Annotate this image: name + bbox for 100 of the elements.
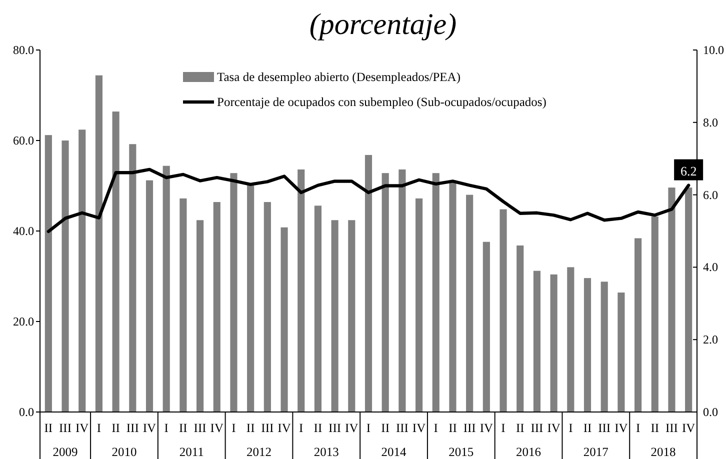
bar <box>651 216 658 412</box>
text: 2014 <box>381 445 408 459</box>
text: 2012 <box>246 445 272 459</box>
bar <box>466 194 474 412</box>
x-tick-label: I <box>164 421 168 435</box>
x-tick-label: IV <box>682 421 696 435</box>
bar <box>264 202 271 412</box>
x-tick-label: III <box>59 421 72 435</box>
bar <box>280 227 288 412</box>
y2-tick-label: 2.0 <box>703 332 718 347</box>
x-tick-label: II <box>381 421 390 435</box>
y2-tick-label: 0.0 <box>703 405 718 419</box>
bar <box>500 209 507 412</box>
x-tick-label: III <box>261 421 274 435</box>
legend-label: Porcentaje de ocupados con subempleo (Sub-ocupados/ocupados) <box>217 95 546 109</box>
x-tick-label: I <box>366 421 371 435</box>
legend-label: Tasa de desempleo abierto (Desempleados/PEA) <box>217 70 460 84</box>
bar <box>449 180 456 412</box>
bar <box>685 188 692 412</box>
bar <box>416 198 423 412</box>
data-label: 6.2 <box>680 163 697 178</box>
x-tick-label: II <box>246 421 255 435</box>
text: 2009 <box>52 445 78 459</box>
y2-tick-label: 4.0 <box>703 260 718 274</box>
x-tick-label: II <box>448 421 457 435</box>
bar <box>146 180 154 412</box>
x-tick-label: I <box>434 421 438 435</box>
x-tick-label: IV <box>76 421 89 435</box>
bar <box>230 173 238 412</box>
bar <box>600 282 608 412</box>
x-tick-label: III <box>665 421 678 435</box>
x-tick-label: IV <box>142 421 156 435</box>
bar <box>348 220 356 412</box>
bar <box>482 242 490 412</box>
bar <box>44 135 52 412</box>
x-tick-label: I <box>299 421 304 435</box>
bar <box>432 173 440 412</box>
x-tick-label: II <box>650 421 660 435</box>
bar <box>180 198 187 412</box>
y-tick-label: 40.0 <box>13 224 34 238</box>
chart-title: (porcentaje) <box>309 8 457 41</box>
x-tick-label: III <box>126 421 139 435</box>
y-tick-label: 80.0 <box>13 43 34 57</box>
x-tick-label: I <box>636 421 640 435</box>
x-tick-label: IV <box>614 421 628 435</box>
x-tick-label: III <box>598 421 611 435</box>
bar <box>95 75 102 412</box>
bar <box>567 267 574 412</box>
x-tick-label: IV <box>345 421 358 435</box>
bar <box>196 220 204 412</box>
y2-tick-label: 10.0 <box>703 43 724 57</box>
bar <box>331 220 338 412</box>
y-tick-label: 20.0 <box>13 314 34 328</box>
bar <box>247 184 254 412</box>
bar <box>533 270 540 412</box>
bar <box>213 202 220 412</box>
bar <box>634 238 642 412</box>
x-tick-label: I <box>96 421 102 435</box>
bar <box>78 130 86 412</box>
x-tick-label: II <box>44 421 53 435</box>
x-tick-label: IV <box>278 421 291 435</box>
bar <box>618 292 625 412</box>
x-tick-label: IV <box>210 421 224 435</box>
bar <box>112 112 120 412</box>
text: 2013 <box>314 445 339 459</box>
x-tick-label: III <box>396 421 408 435</box>
y2-tick-label: 6.0 <box>703 188 718 202</box>
bar <box>398 169 406 412</box>
bar <box>668 188 676 412</box>
bar <box>62 140 69 412</box>
x-tick-label: IV <box>547 421 560 435</box>
x-tick-label: IV <box>480 421 494 435</box>
text: 2018 <box>650 445 676 459</box>
bar <box>364 154 372 412</box>
text: 2015 <box>448 445 474 459</box>
x-tick-label: II <box>583 421 592 435</box>
text: 2016 <box>516 445 542 459</box>
bar <box>584 278 592 412</box>
bar <box>550 274 558 412</box>
x-tick-label: II <box>112 421 120 435</box>
bar <box>382 173 389 412</box>
x-tick-label: III <box>530 421 544 435</box>
text: 2017 <box>583 445 608 459</box>
x-tick-label: I <box>568 421 573 435</box>
y2-tick-label: 8.0 <box>703 115 718 130</box>
y-tick-label: 60.0 <box>13 134 34 148</box>
text: 2010 <box>112 445 137 459</box>
bar <box>129 144 136 412</box>
text: 2011 <box>179 445 204 459</box>
x-tick-label: IV <box>412 421 426 435</box>
x-tick-label: II <box>179 421 188 435</box>
bar <box>314 206 322 412</box>
bar <box>162 166 170 412</box>
x-tick-label: III <box>194 421 206 435</box>
x-tick-label: I <box>232 421 236 435</box>
x-tick-label: II <box>314 421 322 435</box>
x-tick-label: III <box>328 421 342 435</box>
y-tick-label: 0.0 <box>19 405 34 419</box>
x-tick-label: I <box>501 421 506 435</box>
bar <box>298 169 305 412</box>
